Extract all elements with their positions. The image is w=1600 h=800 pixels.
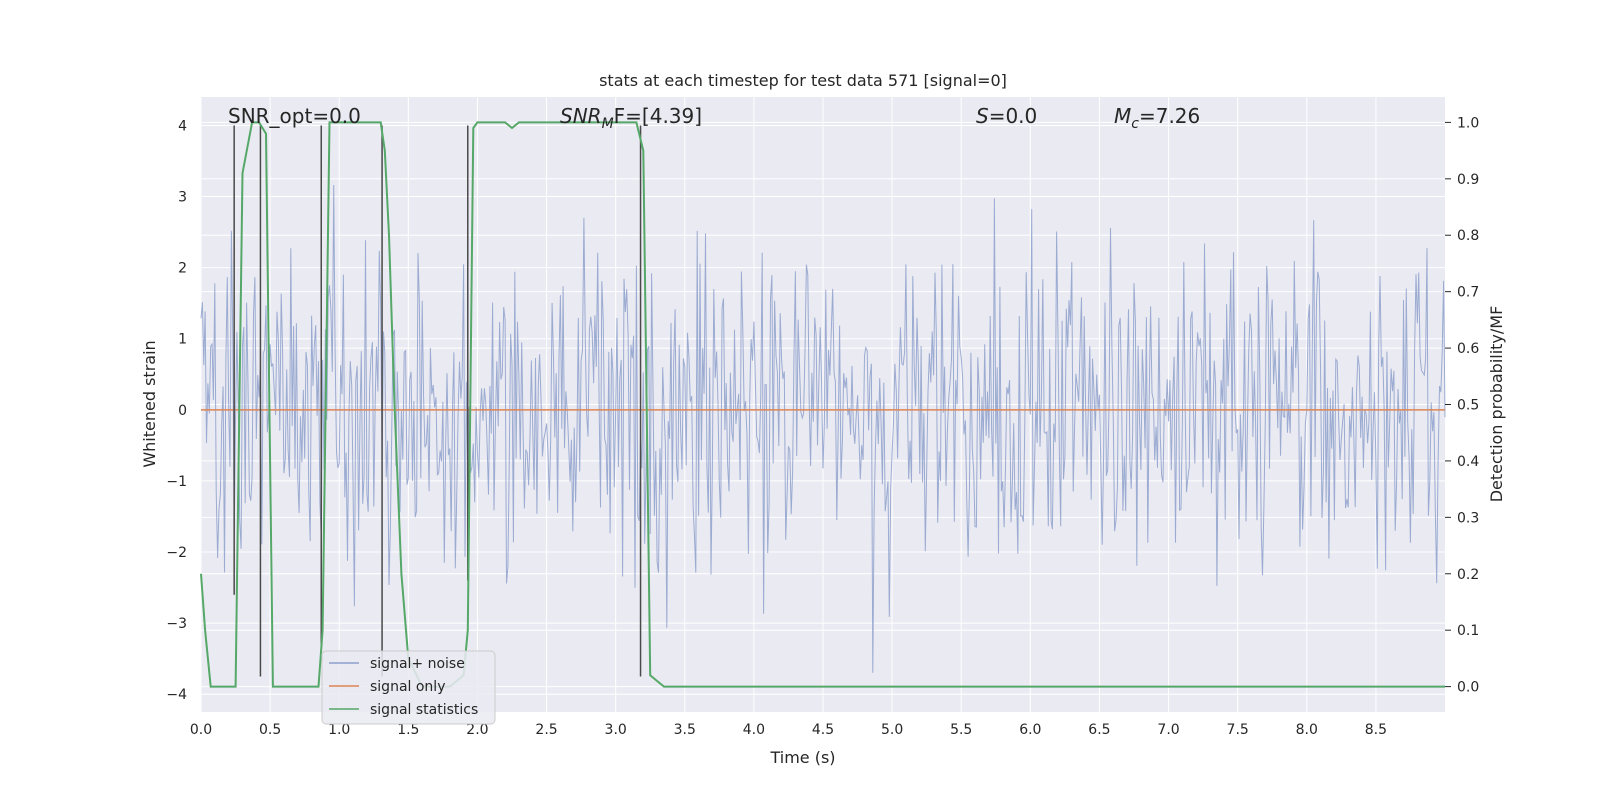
annotation-mc-value: =7.26 — [1139, 104, 1200, 128]
y-right-tick-label: 0.8 — [1457, 228, 1479, 244]
annotation-snr-mf: SNRMF=[4.39] — [560, 104, 702, 132]
x-tick-label: 0.0 — [190, 722, 212, 738]
y-tick-label: −1 — [166, 474, 187, 490]
y-tick-label: 3 — [178, 190, 187, 206]
annotation-snr-mf-symbol: SNR — [560, 104, 602, 128]
x-tick-label: 6.0 — [1019, 722, 1041, 738]
chart-title: stats at each timestep for test data 571… — [599, 71, 1007, 90]
x-tick-label: 5.5 — [950, 722, 972, 738]
x-axis-label: Time (s) — [769, 748, 835, 767]
y-tick-label: 2 — [178, 261, 187, 277]
x-tick-label: 2.5 — [535, 722, 557, 738]
y-right-tick-label: 0.1 — [1457, 623, 1479, 639]
x-tick-label: 3.5 — [674, 722, 696, 738]
y-right-tick-label: 0.4 — [1457, 454, 1479, 470]
annotation-mc-symbol: M — [1114, 104, 1131, 128]
x-tick-label: 3.0 — [605, 722, 627, 738]
x-tick-label: 4.5 — [812, 722, 834, 738]
x-tick-label: 6.5 — [1088, 722, 1110, 738]
ticks: 0.0 0.5 1.0 1.5 2.0 2.5 3.0 3.5 4.0 4.5 5.0 5.5 6.0 6… — [166, 115, 1479, 738]
annotation-s: S=0.0 — [976, 104, 1037, 128]
noise-series — [200, 184, 1446, 673]
legend-box — [321, 650, 496, 725]
legend-label-stats: signal statistics — [370, 702, 478, 718]
y-right-tick-label: 0.2 — [1457, 567, 1479, 583]
y-right-tick-label: 0.7 — [1457, 285, 1479, 301]
marker-lines — [233, 125, 642, 677]
y-right-tick-label: 0.6 — [1457, 341, 1479, 357]
x-tick-label: 8.0 — [1296, 722, 1318, 738]
x-tick-label: 5.0 — [881, 722, 903, 738]
x-tick-label: 8.5 — [1365, 722, 1387, 738]
x-tick-label: 0.5 — [259, 722, 281, 738]
y-tick-label: 1 — [178, 332, 187, 348]
y-tick-label: 4 — [178, 118, 187, 134]
annotation-snr-mf-subscript: M — [602, 116, 614, 132]
y-tick-label: −4 — [166, 687, 187, 703]
y-right-tick-label: 0.3 — [1457, 510, 1479, 526]
y-axis-label: Whitened strain — [140, 340, 159, 467]
annotation-s-symbol: S — [976, 104, 989, 128]
annotation-mc: Mc=7.26 — [1114, 104, 1200, 132]
x-tick-label: 4.0 — [743, 722, 765, 738]
legend-label-noise: signal+ noise — [370, 656, 465, 672]
annotation-s-value: =0.0 — [989, 104, 1038, 128]
y-right-tick-label: 0.5 — [1457, 398, 1479, 414]
y-right-axis-label: Detection probability/MF — [1487, 306, 1506, 503]
annotation-mc-subscript: c — [1131, 116, 1139, 132]
annotation-snr-mf-value: F=[4.39] — [614, 104, 702, 128]
series-line-signal-plus-noise — [200, 184, 1446, 673]
x-tick-label: 7.0 — [1157, 722, 1179, 738]
legend-label-signal: signal only — [370, 679, 445, 695]
annotation-snr-opt: SNR_opt=0.0 — [228, 104, 361, 128]
y-right-tick-label: 0.0 — [1457, 680, 1479, 696]
y-right-tick-label: 1.0 — [1457, 115, 1479, 131]
y-tick-label: −3 — [166, 616, 187, 632]
legend: signal+ noise signal only signal statist… — [321, 650, 496, 725]
x-tick-label: 1.0 — [328, 722, 350, 738]
y-tick-label: 0 — [178, 403, 187, 419]
x-tick-label: 7.5 — [1227, 722, 1249, 738]
x-tick-label: 2.0 — [466, 722, 488, 738]
y-right-tick-label: 0.9 — [1457, 172, 1479, 188]
x-tick-label: 1.5 — [397, 722, 419, 738]
y-tick-label: −2 — [166, 545, 187, 561]
